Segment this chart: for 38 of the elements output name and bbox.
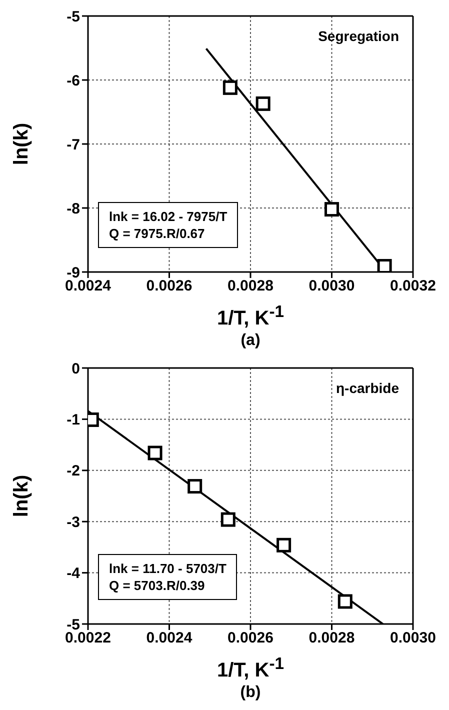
point	[377, 258, 392, 272]
y-axis-title: ln(k)	[10, 474, 34, 518]
point	[148, 446, 162, 460]
annotation: lnk = 11.70 - 5703/T	[109, 560, 226, 577]
text: (b)	[239, 684, 262, 702]
y-tick-label: -2	[66, 462, 80, 480]
x-axis-title: 1/T, K$^{-1}$	[216, 302, 286, 331]
x-tick-label: 0.0026	[146, 278, 192, 295]
y-tick-label: -6	[66, 72, 80, 90]
x-tick-label: 0.0030	[308, 278, 355, 295]
y-tick-label: -8	[66, 200, 80, 218]
y-tick-label: -3	[66, 514, 80, 531]
text: (a)	[240, 332, 262, 350]
x-tick-label: 0.0024	[146, 630, 193, 647]
x-tick-label: 0.0028	[308, 630, 355, 647]
text: Segregation	[318, 28, 399, 44]
x-tick-label: 0.0026	[228, 630, 274, 647]
point	[256, 96, 270, 111]
point	[276, 538, 292, 552]
x-tick-label: 0.0032	[390, 278, 436, 295]
x-tick-label: 0.0030	[390, 630, 436, 647]
y-tick-label: 0	[72, 360, 80, 378]
annotation: Q = 5703.R/0.39	[109, 577, 206, 594]
y-tick-label: -4	[66, 565, 81, 582]
x-axis-title: 1/T, K$^{-1}$	[216, 654, 286, 683]
y-tick-label: -5	[66, 8, 80, 26]
text: η-carbide	[336, 380, 399, 396]
point	[324, 202, 339, 217]
annotation: lnk = 16.02 - 7975/T	[109, 208, 228, 225]
x-tick-label: 0.0028	[228, 278, 274, 295]
y-tick-label: -1	[66, 412, 80, 429]
y-axis-title: ln(k)	[10, 122, 34, 166]
point	[220, 512, 236, 527]
point	[338, 594, 352, 609]
y-tick-label: -7	[66, 136, 80, 154]
point	[188, 479, 202, 494]
point	[222, 80, 238, 95]
annotation: Q = 7975.R/0.67	[109, 225, 206, 242]
